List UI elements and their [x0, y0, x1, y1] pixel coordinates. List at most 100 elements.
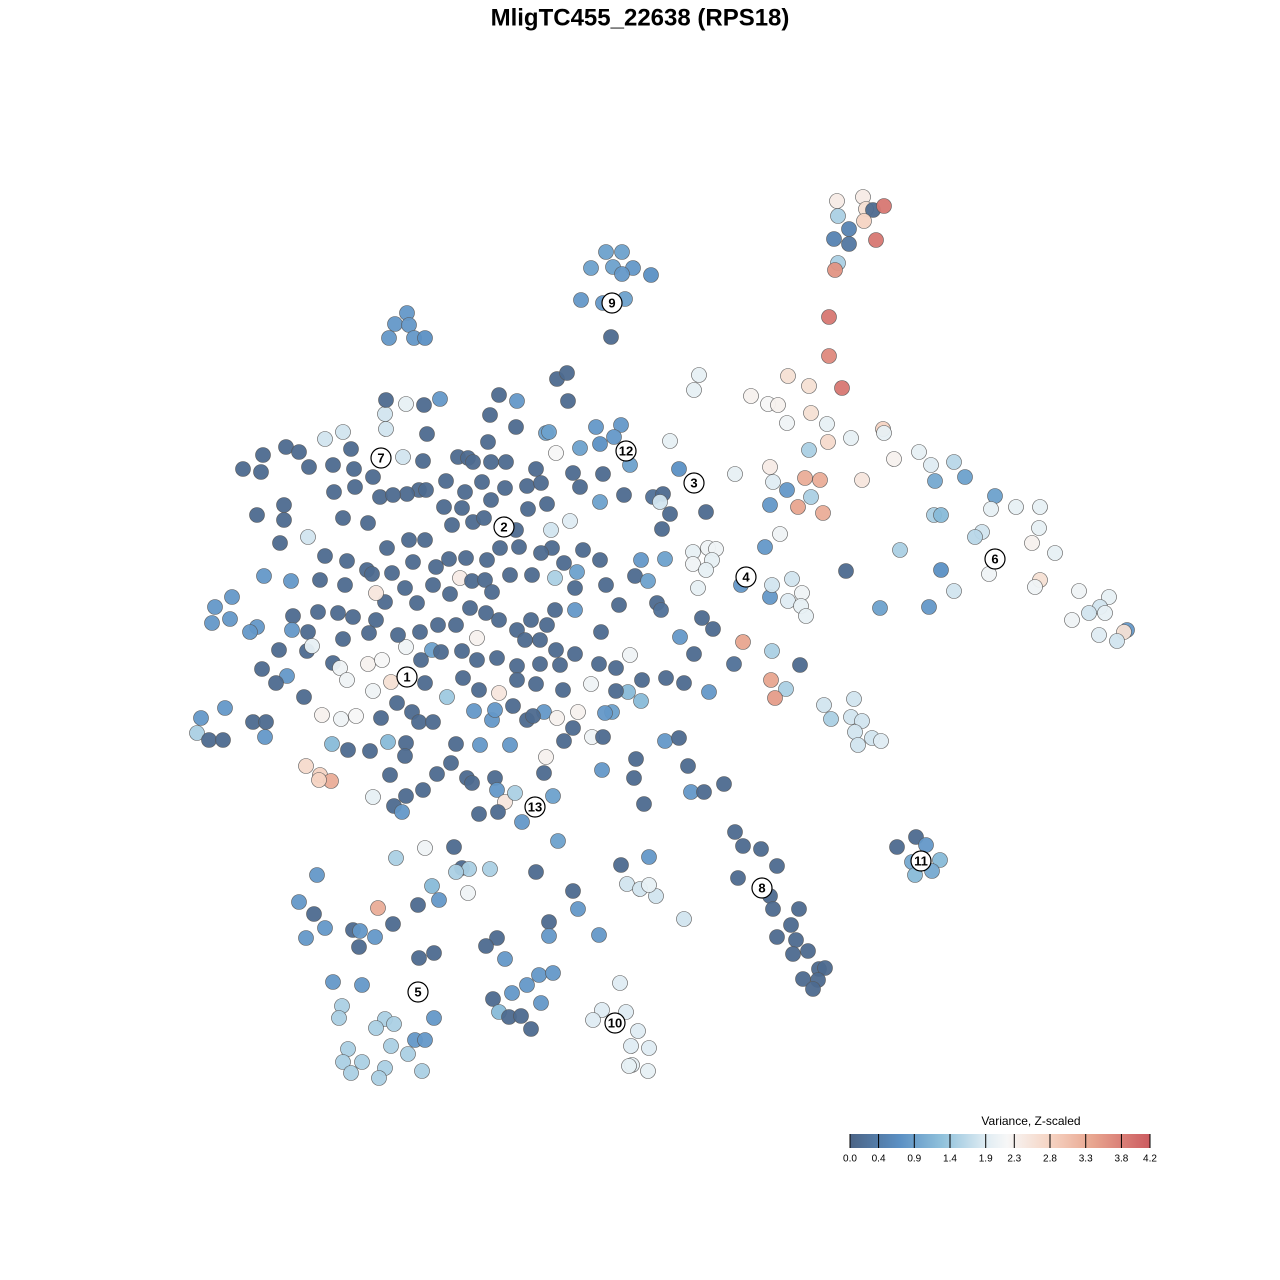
cluster-badge	[683, 472, 705, 494]
cluster-badge	[615, 440, 637, 462]
point	[548, 642, 564, 658]
point	[821, 348, 837, 364]
point	[820, 434, 836, 450]
point	[641, 1040, 657, 1056]
point	[657, 551, 673, 567]
point	[556, 733, 572, 749]
colorbar-tick-label: 2.3	[1007, 1154, 1021, 1165]
point	[779, 415, 795, 431]
point	[258, 714, 274, 730]
point	[489, 650, 505, 666]
point	[923, 457, 939, 473]
cluster-label: 12	[619, 443, 633, 458]
point	[764, 643, 780, 659]
point	[548, 445, 564, 461]
point	[585, 1012, 601, 1028]
point	[439, 689, 455, 705]
point	[918, 837, 934, 853]
point	[354, 1054, 370, 1070]
point	[397, 580, 413, 596]
colorbar-tick-label: 1.9	[979, 1154, 993, 1165]
point	[482, 407, 498, 423]
point	[801, 442, 817, 458]
point	[271, 642, 287, 658]
point	[462, 600, 478, 616]
point	[583, 260, 599, 276]
point	[803, 405, 819, 421]
point	[443, 755, 459, 771]
point	[769, 929, 785, 945]
point	[541, 914, 557, 930]
colorbar-tick-label: 3.3	[1079, 1154, 1093, 1165]
point	[317, 920, 333, 936]
point	[608, 683, 624, 699]
point	[772, 526, 788, 542]
cluster-badge	[910, 850, 932, 872]
point	[446, 839, 462, 855]
point	[442, 586, 458, 602]
point	[613, 417, 629, 433]
point	[401, 532, 417, 548]
point	[454, 643, 470, 659]
point	[876, 425, 892, 441]
point	[570, 704, 586, 720]
cluster-badge	[601, 292, 623, 314]
point	[662, 506, 678, 522]
point	[242, 624, 258, 640]
point	[497, 480, 513, 496]
point	[1047, 545, 1063, 561]
point	[325, 457, 341, 473]
point	[843, 430, 859, 446]
point	[536, 765, 552, 781]
point	[379, 540, 395, 556]
point	[385, 916, 401, 932]
point	[469, 630, 485, 646]
point	[479, 552, 495, 568]
point	[783, 917, 799, 933]
point	[417, 330, 433, 346]
point	[502, 737, 518, 753]
point	[532, 632, 548, 648]
point	[803, 489, 819, 505]
point	[565, 465, 581, 481]
point	[276, 512, 292, 528]
point	[549, 710, 565, 726]
point	[513, 1008, 529, 1024]
point	[933, 507, 949, 523]
point	[821, 309, 837, 325]
point	[312, 572, 328, 588]
cluster-label: 1	[403, 669, 410, 684]
point	[946, 454, 962, 470]
point	[735, 838, 751, 854]
colorbar-tick-label: 4.2	[1143, 1154, 1157, 1165]
point	[431, 892, 447, 908]
point	[847, 724, 863, 740]
point	[876, 198, 892, 214]
point	[653, 602, 669, 618]
point	[298, 930, 314, 946]
point	[633, 552, 649, 568]
point	[311, 772, 327, 788]
point	[517, 632, 533, 648]
point	[207, 599, 223, 615]
point	[388, 850, 404, 866]
point	[622, 647, 638, 663]
point	[757, 539, 773, 555]
point	[816, 697, 832, 713]
point	[354, 977, 370, 993]
point	[477, 572, 493, 588]
point	[770, 397, 786, 413]
point	[514, 814, 530, 830]
point	[850, 737, 866, 753]
point	[592, 552, 608, 568]
point	[672, 629, 688, 645]
point	[378, 392, 394, 408]
point	[364, 566, 380, 582]
point	[575, 542, 591, 558]
point	[343, 1065, 359, 1081]
point	[1064, 612, 1080, 628]
point	[532, 656, 548, 672]
point	[611, 597, 627, 613]
point	[348, 708, 364, 724]
